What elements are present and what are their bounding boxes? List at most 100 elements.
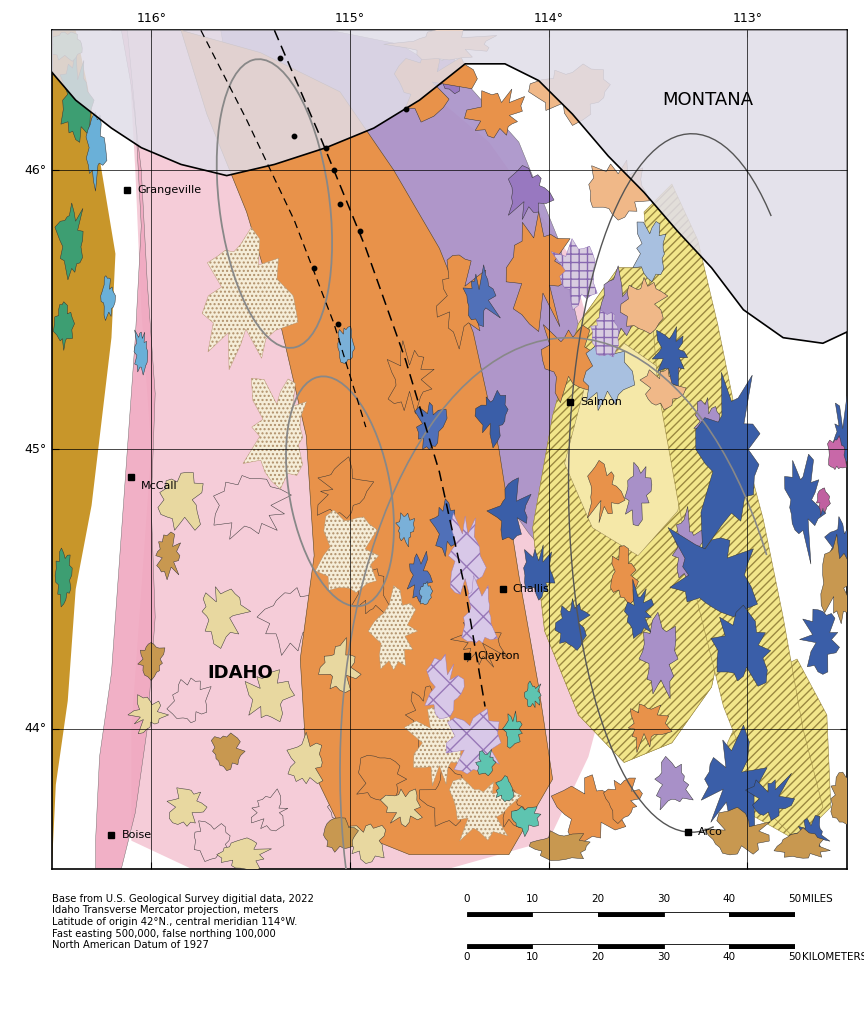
Polygon shape (785, 454, 826, 564)
Polygon shape (181, 30, 553, 854)
Polygon shape (396, 513, 415, 547)
Text: 10: 10 (525, 894, 539, 904)
Polygon shape (704, 807, 770, 854)
Polygon shape (101, 276, 116, 320)
Polygon shape (486, 478, 531, 540)
Polygon shape (476, 749, 496, 776)
Polygon shape (632, 221, 666, 282)
Polygon shape (821, 534, 852, 624)
Polygon shape (372, 679, 405, 727)
Polygon shape (489, 782, 525, 828)
Polygon shape (314, 327, 361, 399)
Text: 40: 40 (722, 952, 736, 963)
Polygon shape (323, 818, 359, 852)
Text: 114°: 114° (534, 12, 563, 24)
Polygon shape (357, 755, 407, 800)
Polygon shape (620, 278, 668, 334)
Polygon shape (134, 330, 148, 375)
Polygon shape (640, 365, 686, 410)
Text: Clayton: Clayton (477, 651, 520, 662)
Text: 20: 20 (591, 952, 605, 963)
Polygon shape (346, 824, 385, 864)
Polygon shape (824, 516, 856, 579)
Polygon shape (524, 681, 541, 708)
Polygon shape (588, 160, 650, 220)
Polygon shape (508, 166, 554, 219)
Polygon shape (303, 704, 353, 759)
Polygon shape (194, 821, 230, 862)
Polygon shape (450, 611, 507, 668)
Polygon shape (52, 30, 847, 343)
Polygon shape (746, 774, 795, 820)
Polygon shape (465, 89, 524, 138)
Polygon shape (828, 435, 847, 470)
Polygon shape (655, 756, 693, 810)
Polygon shape (503, 711, 523, 748)
Bar (598, 944, 664, 954)
Bar (532, 944, 598, 954)
Bar (729, 912, 795, 922)
Polygon shape (529, 64, 610, 125)
Polygon shape (789, 815, 830, 852)
Text: Salmon: Salmon (581, 397, 622, 407)
Polygon shape (384, 27, 497, 60)
Bar (467, 944, 532, 954)
Text: 116°: 116° (137, 12, 166, 24)
Polygon shape (243, 378, 307, 489)
Text: 30: 30 (657, 894, 670, 904)
Text: KILOMETERS: KILOMETERS (802, 952, 864, 963)
Polygon shape (49, 32, 82, 62)
Bar (664, 912, 729, 922)
Polygon shape (338, 326, 355, 364)
Polygon shape (639, 612, 678, 699)
Polygon shape (327, 790, 372, 836)
Polygon shape (652, 326, 688, 386)
Polygon shape (434, 50, 466, 94)
Polygon shape (380, 789, 422, 827)
Polygon shape (86, 112, 107, 191)
Text: 0: 0 (463, 952, 470, 963)
Polygon shape (533, 268, 738, 763)
Polygon shape (511, 807, 541, 836)
Polygon shape (202, 227, 298, 370)
Polygon shape (167, 678, 211, 723)
Polygon shape (588, 461, 625, 523)
Polygon shape (407, 551, 433, 602)
Polygon shape (419, 582, 433, 604)
Polygon shape (315, 510, 378, 593)
Polygon shape (496, 776, 514, 802)
Polygon shape (360, 385, 397, 451)
Text: 50: 50 (788, 894, 802, 904)
Polygon shape (611, 545, 638, 605)
Polygon shape (213, 476, 291, 539)
Polygon shape (524, 544, 555, 600)
Polygon shape (55, 548, 73, 607)
Polygon shape (711, 605, 771, 686)
Polygon shape (564, 343, 692, 556)
Polygon shape (448, 513, 486, 601)
Polygon shape (816, 488, 830, 515)
Text: 115°: 115° (335, 12, 365, 24)
Polygon shape (551, 238, 597, 310)
Text: 46°: 46° (24, 164, 47, 177)
Polygon shape (245, 670, 295, 722)
Text: 50: 50 (788, 952, 802, 963)
Polygon shape (394, 45, 477, 122)
Text: 40: 40 (722, 894, 736, 904)
Polygon shape (368, 586, 417, 670)
Polygon shape (137, 642, 165, 681)
Polygon shape (830, 772, 858, 825)
Polygon shape (317, 457, 374, 518)
Polygon shape (415, 402, 447, 449)
Text: 10: 10 (525, 952, 539, 963)
Polygon shape (834, 396, 854, 470)
Text: 0: 0 (463, 894, 470, 904)
Polygon shape (287, 732, 323, 784)
Text: Challis: Challis (513, 584, 550, 594)
Polygon shape (419, 767, 473, 826)
Polygon shape (696, 373, 760, 552)
Polygon shape (429, 499, 459, 557)
Polygon shape (55, 203, 83, 280)
Polygon shape (96, 30, 156, 869)
Bar (532, 912, 598, 922)
